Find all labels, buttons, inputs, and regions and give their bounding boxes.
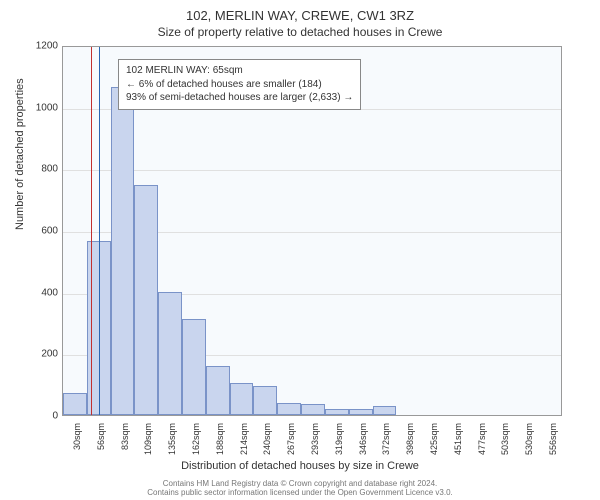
- histogram-bar: [301, 404, 325, 415]
- histogram-bar: [373, 406, 397, 415]
- histogram-bar: [134, 185, 158, 415]
- x-tick-label: 162sqm: [191, 423, 201, 463]
- histogram-bar: [277, 403, 301, 415]
- x-tick-label: 56sqm: [96, 423, 106, 463]
- y-tick-label: 1200: [18, 41, 58, 52]
- x-tick-label: 346sqm: [358, 423, 368, 463]
- x-tick-label: 556sqm: [548, 423, 558, 463]
- x-axis-label: Distribution of detached houses by size …: [0, 460, 600, 472]
- x-tick-label: 372sqm: [381, 423, 391, 463]
- x-tick-label: 214sqm: [239, 423, 249, 463]
- y-tick-label: 1000: [18, 102, 58, 113]
- y-axis-label: Number of detached properties: [14, 78, 26, 230]
- x-tick-label: 109sqm: [143, 423, 153, 463]
- histogram-bar: [182, 319, 206, 415]
- footer-attribution: Contains HM Land Registry data © Crown c…: [0, 479, 600, 497]
- plot-region: 102 MERLIN WAY: 65sqm← 6% of detached ho…: [62, 46, 562, 416]
- page-title-1: 102, MERLIN WAY, CREWE, CW1 3RZ: [0, 0, 600, 23]
- x-tick-label: 425sqm: [429, 423, 439, 463]
- x-tick-label: 83sqm: [120, 423, 130, 463]
- histogram-bar: [230, 383, 254, 415]
- y-tick-label: 400: [18, 287, 58, 298]
- y-tick-label: 600: [18, 226, 58, 237]
- histogram-bar: [349, 409, 373, 415]
- marker-line: [99, 47, 100, 415]
- footer-line-2: Contains public sector information licen…: [0, 488, 600, 497]
- histogram-bar: [325, 409, 349, 415]
- x-tick-label: 530sqm: [524, 423, 534, 463]
- annotation-box: 102 MERLIN WAY: 65sqm← 6% of detached ho…: [118, 59, 361, 110]
- x-tick-label: 477sqm: [477, 423, 487, 463]
- annotation-line: 102 MERLIN WAY: 65sqm: [126, 64, 353, 78]
- histogram-bar: [63, 393, 87, 415]
- x-tick-label: 319sqm: [334, 423, 344, 463]
- footer-line-1: Contains HM Land Registry data © Crown c…: [0, 479, 600, 488]
- x-tick-label: 503sqm: [500, 423, 510, 463]
- y-tick-label: 0: [18, 411, 58, 422]
- x-tick-label: 240sqm: [262, 423, 272, 463]
- x-tick-label: 188sqm: [215, 423, 225, 463]
- page-title-2: Size of property relative to detached ho…: [0, 23, 600, 39]
- x-tick-label: 451sqm: [453, 423, 463, 463]
- x-tick-label: 30sqm: [72, 423, 82, 463]
- annotation-line: ← 6% of detached houses are smaller (184…: [126, 78, 353, 92]
- histogram-bar: [111, 87, 135, 415]
- x-tick-label: 267sqm: [286, 423, 296, 463]
- x-tick-label: 293sqm: [310, 423, 320, 463]
- chart-area: 102 MERLIN WAY: 65sqm← 6% of detached ho…: [62, 46, 562, 416]
- histogram-bar: [158, 292, 182, 415]
- histogram-bar: [206, 366, 230, 415]
- annotation-line: 93% of semi-detached houses are larger (…: [126, 91, 353, 105]
- x-tick-label: 398sqm: [405, 423, 415, 463]
- marker-line: [91, 47, 92, 415]
- histogram-bar: [253, 386, 277, 415]
- y-tick-label: 800: [18, 164, 58, 175]
- y-tick-label: 200: [18, 349, 58, 360]
- gridline: [63, 170, 561, 171]
- x-tick-label: 135sqm: [167, 423, 177, 463]
